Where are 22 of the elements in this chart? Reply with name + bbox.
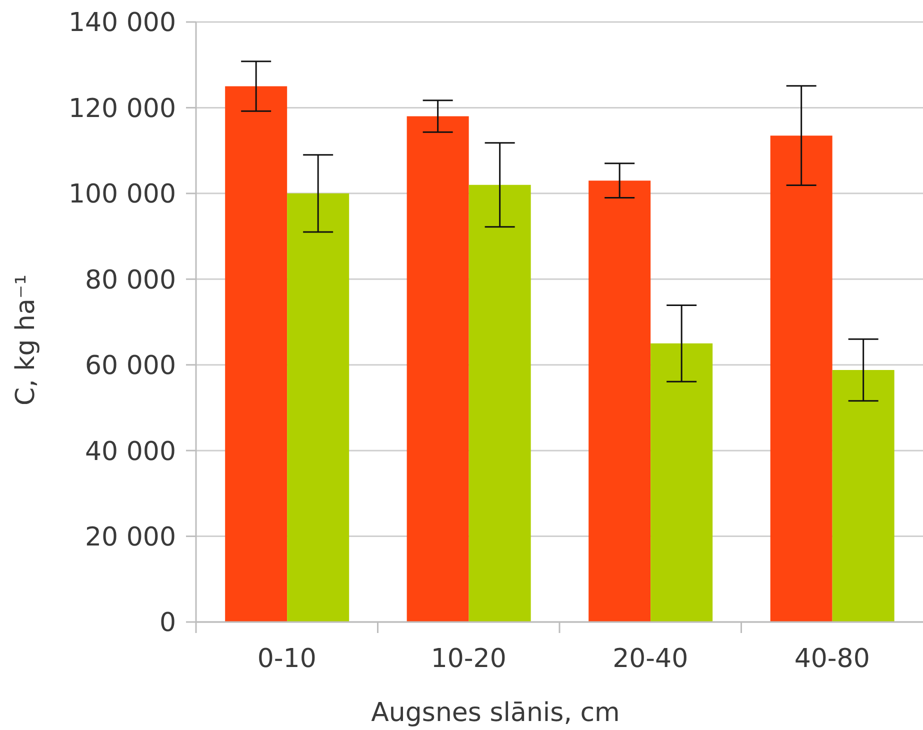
y-tick-label: 20 000 [85, 522, 176, 553]
x-axis-title: Augsnes slānis, cm [371, 698, 620, 728]
y-tick-label: 40 000 [85, 436, 176, 467]
bar [287, 193, 350, 622]
bar [650, 343, 713, 622]
y-tick-label: 80 000 [85, 265, 176, 296]
bar [468, 184, 531, 622]
x-tick-label: 0-10 [257, 644, 316, 674]
bar [770, 136, 832, 622]
y-tick-label: 100 000 [68, 180, 176, 210]
x-tick-label: 40-80 [794, 644, 870, 674]
bar [225, 86, 288, 622]
bar [588, 180, 651, 622]
x-tick-label: 10-20 [430, 644, 506, 674]
y-tick-label: 140 000 [68, 8, 176, 38]
y-tick-label: 120 000 [68, 94, 176, 124]
bar [832, 370, 894, 622]
x-tick-label: 20-40 [612, 644, 688, 674]
bar [406, 116, 469, 622]
y-axis-title: C, kg ha⁻¹ [11, 274, 42, 406]
y-tick-label: 0 [159, 608, 176, 638]
y-tick-label: 60 000 [85, 351, 176, 382]
